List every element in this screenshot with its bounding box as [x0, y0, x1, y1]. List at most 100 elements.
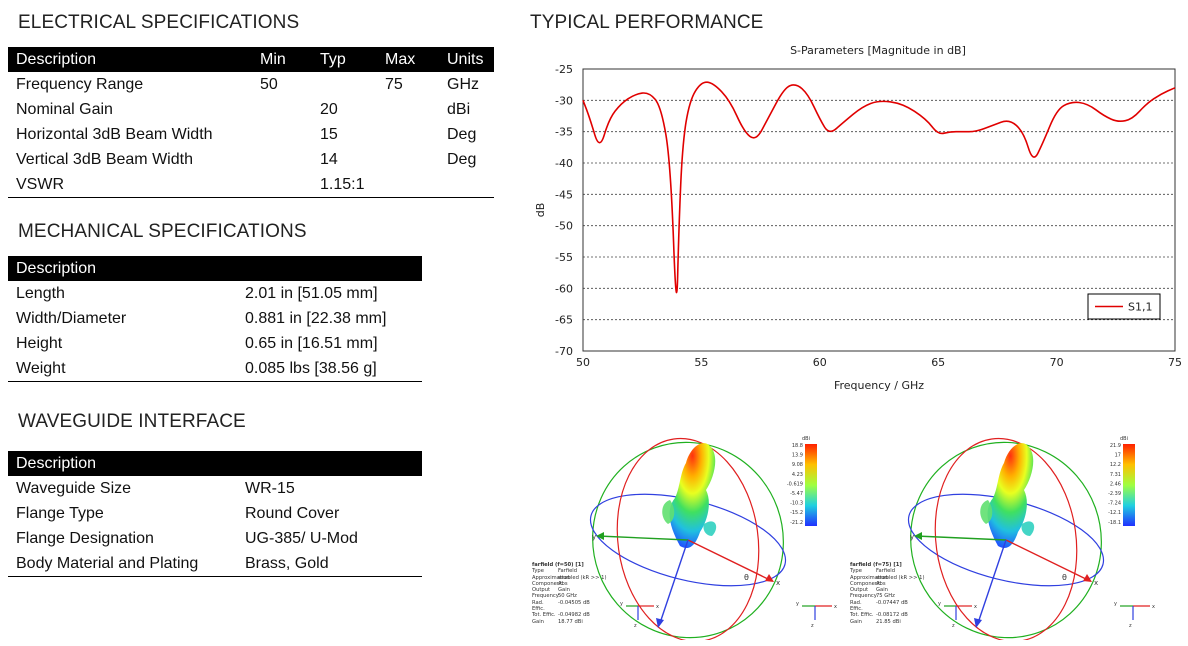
- farfield-info-row: Component Abs: [850, 581, 924, 587]
- cell-max: [377, 97, 439, 122]
- theta-label: θ: [1062, 573, 1067, 582]
- table-row: Waveguide Size WR-15: [8, 476, 422, 501]
- cell-units: dBi: [447, 101, 471, 118]
- cell-min: [252, 147, 312, 172]
- mini-triad: x y z: [620, 601, 659, 629]
- farfield-title: farfield (f=75) [1]: [850, 562, 902, 568]
- colorbar-tick-label: 12.2: [1110, 462, 1121, 468]
- info-value: -0.04982 dB: [558, 612, 590, 619]
- farfield-info-row: Type Farfield: [850, 568, 924, 574]
- svg-text:z: z: [952, 623, 955, 629]
- info-value: -0.07447 dB: [876, 599, 908, 606]
- x-axis-arrow: [1083, 574, 1092, 582]
- cell-value: WR-15: [245, 480, 295, 497]
- side-lobe: [703, 521, 717, 536]
- info-key: Output: [532, 587, 551, 594]
- cell-description: Width/Diameter: [16, 310, 127, 327]
- info-value: 75 GHz: [876, 593, 895, 600]
- table-header-row: Description Min Typ Max Units: [8, 47, 494, 72]
- table-row: Length 2.01 in [51.05 mm]: [8, 281, 422, 306]
- info-value: 50 GHz: [558, 593, 577, 600]
- header-typ: Typ: [312, 47, 377, 72]
- colorbar-tick-label: 2.46: [1110, 481, 1121, 487]
- cell-min: [252, 172, 312, 198]
- table-row: Flange Designation UG-385/ U-Mod: [8, 526, 422, 551]
- farfield-info-row: Approximation enabled (kR >> 1): [850, 575, 924, 581]
- header-description: Description: [8, 256, 237, 281]
- table-row: Vertical 3dB Beam Width 14 Deg: [8, 147, 494, 172]
- cell-units: Deg: [447, 126, 477, 143]
- table-row: Frequency Range 50 75 GHz: [8, 72, 494, 97]
- svg-text:z: z: [634, 623, 637, 629]
- cell-value: 2.01 in [51.05 mm]: [245, 285, 378, 302]
- z-axis-arrow: [656, 618, 664, 628]
- table-row: Width/Diameter 0.881 in [22.38 mm]: [8, 306, 422, 331]
- y-tick-label: -25: [555, 63, 573, 76]
- cell-description: Height: [16, 335, 63, 352]
- waveguide-title: WAVEGUIDE INTERFACE: [18, 411, 246, 432]
- side-lobe: [662, 500, 675, 524]
- info-value: Farfield: [558, 568, 578, 575]
- colorbar-tick-label: 9.08: [792, 462, 803, 468]
- cell-typ: 14: [320, 151, 338, 168]
- cell-value: Round Cover: [245, 505, 340, 522]
- farfield-info-row: Frequency 50 GHz: [532, 593, 606, 599]
- info-key: Rad. Effic.: [850, 599, 863, 613]
- performance-title: TYPICAL PERFORMANCE: [530, 12, 764, 33]
- farfield-3d-plot: y x θ dBi x y z x y z 21.9 17 12.2 7.31 2.46 -2.39 -7.24…: [907, 436, 1155, 640]
- cell-typ: [312, 72, 377, 97]
- farfield-info-row: Gain 18.77 dBi: [532, 619, 606, 625]
- info-value: Farfield: [876, 568, 896, 575]
- side-lobe: [980, 500, 993, 524]
- cell-description: Weight: [8, 356, 237, 382]
- info-value: enabled (kR >> 1): [876, 574, 925, 581]
- colorbar-tick-label: 18.8: [792, 443, 803, 449]
- info-value: Gain: [876, 587, 888, 594]
- table-row: VSWR 1.15:1: [8, 172, 494, 198]
- x-tick-label: 65: [931, 356, 945, 369]
- waveguide-table: Description Waveguide Size WR-15 Flange …: [8, 451, 422, 577]
- colorbar-tick-label: -2.39: [1108, 491, 1121, 497]
- farfield-info: farfield (f=75) [1] Type Farfield Approxima…: [850, 562, 924, 625]
- info-key: Tot. Effic.: [850, 612, 874, 619]
- farfield-info-row: Type Farfield: [532, 568, 606, 574]
- x-tick-label: 50: [576, 356, 590, 369]
- info-key: Type: [532, 568, 544, 575]
- x-tick-label: 75: [1168, 356, 1182, 369]
- svg-text:x: x: [1152, 604, 1155, 610]
- y-tick-label: -35: [555, 126, 573, 139]
- radiation-lobe: [987, 443, 1034, 549]
- x-axis-line: [1005, 539, 1089, 581]
- farfield-info-row: Rad. Effic. -0.07447 dB: [850, 600, 924, 613]
- x-tick-label: 70: [1050, 356, 1064, 369]
- elevation-circle: [934, 437, 1078, 640]
- info-value: enabled (kR >> 1): [558, 574, 607, 581]
- chart-grid: [583, 99, 1175, 321]
- cell-max: [377, 147, 439, 172]
- cell-typ: 20: [320, 101, 338, 118]
- colorbar-tick-label: -21.2: [790, 520, 803, 526]
- info-key: Frequency: [850, 593, 877, 600]
- colorbar-tick-label: 4.23: [792, 472, 803, 478]
- colorbar-tick-label: -12.1: [1108, 510, 1121, 516]
- y-axis-label: dB: [534, 203, 547, 218]
- cell-value: Brass, Gold: [237, 551, 422, 577]
- mechanical-title: MECHANICAL SPECIFICATIONS: [18, 221, 307, 242]
- mini-triad: x y z: [938, 601, 977, 629]
- colorbar-unit: dBi: [1120, 436, 1128, 442]
- x-tick-label: 55: [694, 356, 708, 369]
- header-min: Min: [252, 47, 312, 72]
- farfield-title: farfield (f=50) [1]: [532, 562, 584, 568]
- cell-value: 0.65 in [16.51 mm]: [245, 335, 378, 352]
- colorbar-tick-label: 13.9: [792, 453, 803, 459]
- cell-description: Length: [16, 285, 65, 302]
- svg-text:y: y: [938, 601, 941, 607]
- farfield-info-row: Tot. Effic. -0.04982 dB: [532, 612, 606, 618]
- cell-max: [377, 122, 439, 147]
- axis-label-y: y: [910, 533, 914, 541]
- z-axis-line: [977, 539, 1007, 624]
- cell-description: Flange Type: [16, 505, 104, 522]
- colorbar-tick-label: -5.47: [790, 491, 803, 497]
- y-tick-label: -50: [555, 220, 573, 233]
- farfield-info-row: Output Gain: [532, 587, 606, 593]
